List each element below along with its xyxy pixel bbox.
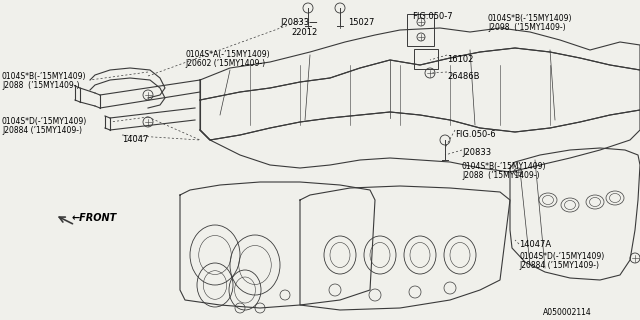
Text: J2098  (’15MY1409-): J2098 (’15MY1409-) <box>488 23 566 32</box>
Text: J2088  (’15MY1409-): J2088 (’15MY1409-) <box>2 81 79 90</box>
Text: 14047: 14047 <box>122 135 148 144</box>
Text: 15027: 15027 <box>348 18 374 27</box>
Text: 26486B: 26486B <box>447 72 479 81</box>
Text: 0104S*D(-’15MY1409): 0104S*D(-’15MY1409) <box>519 252 604 261</box>
Text: 0104S*D(-’15MY1409): 0104S*D(-’15MY1409) <box>2 117 87 126</box>
Text: J20833: J20833 <box>462 148 491 157</box>
Text: A050002114: A050002114 <box>543 308 592 317</box>
Text: 0104S*B(-’15MY1409): 0104S*B(-’15MY1409) <box>462 162 547 171</box>
Text: 0104S*B(-’15MY1409): 0104S*B(-’15MY1409) <box>2 72 86 81</box>
Text: J20884 (’15MY1409-): J20884 (’15MY1409-) <box>519 261 599 270</box>
Text: 22012: 22012 <box>292 28 318 37</box>
Text: J20833—: J20833— <box>280 18 318 27</box>
Text: 16102: 16102 <box>447 55 474 64</box>
Text: J2088  (’15MY1409-): J2088 (’15MY1409-) <box>462 171 540 180</box>
Text: 14047A: 14047A <box>519 240 551 249</box>
Text: ←FRONT: ←FRONT <box>72 213 117 223</box>
Text: J20884 (’15MY1409-): J20884 (’15MY1409-) <box>2 126 82 135</box>
Text: FIG.050-6: FIG.050-6 <box>455 130 495 139</box>
Text: FIG.050-7: FIG.050-7 <box>412 12 452 21</box>
Text: 0104S*A(-’15MY1409): 0104S*A(-’15MY1409) <box>185 50 269 59</box>
Text: J20602 (’15MY1409-): J20602 (’15MY1409-) <box>185 59 265 68</box>
Text: 0104S*B(-’15MY1409): 0104S*B(-’15MY1409) <box>488 14 573 23</box>
